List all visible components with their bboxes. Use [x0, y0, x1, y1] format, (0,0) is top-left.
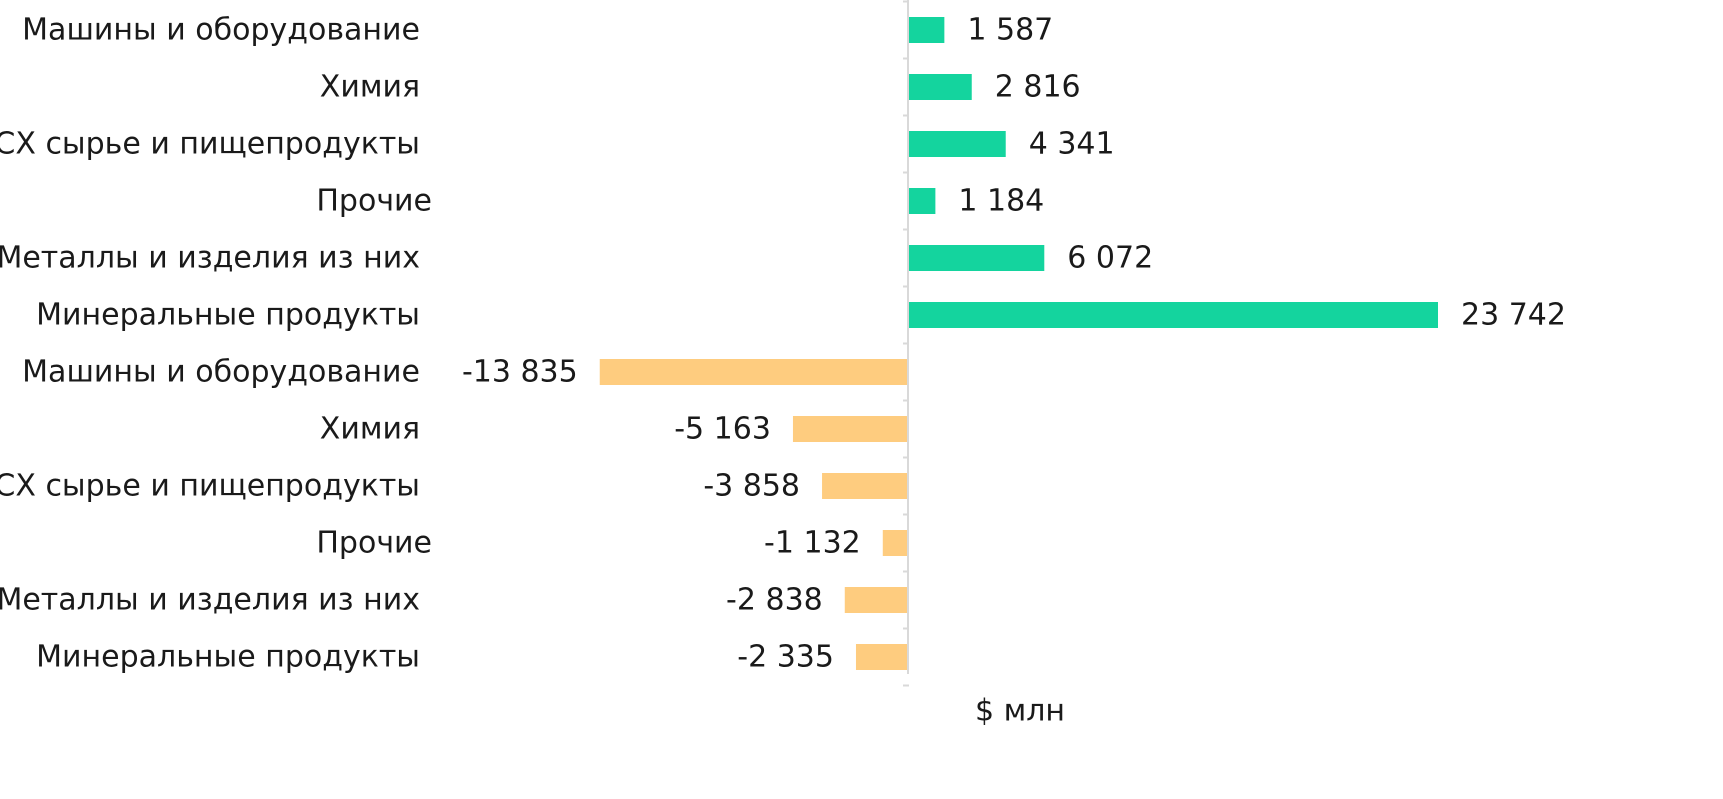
bar-negative — [599, 359, 908, 385]
category-label: Металлы и изделия из них — [0, 241, 420, 276]
category-label: Машины и оборудование — [22, 13, 420, 48]
value-label: -2 838 — [726, 583, 823, 618]
category-label: СХ сырье и пищепродукты — [0, 127, 420, 162]
category-label: Прочие — [316, 526, 432, 561]
category-label: Минеральные продукты — [36, 298, 420, 333]
value-label: -5 163 — [674, 412, 771, 447]
bar-positive — [909, 188, 936, 214]
value-label: 1 587 — [967, 13, 1053, 48]
bar-positive — [909, 131, 1006, 157]
bar-negative — [855, 644, 908, 670]
value-label: 6 072 — [1067, 241, 1153, 276]
category-labels: Машины и оборудование Химия СХ сырье и пищ… — [0, 13, 432, 675]
bar-negative — [844, 587, 908, 613]
bar-negative — [882, 530, 908, 556]
bar-positive — [909, 74, 972, 100]
value-label: -3 858 — [703, 469, 800, 504]
value-label: -2 335 — [737, 640, 834, 675]
category-label: Прочие — [316, 184, 432, 219]
category-label: Химия — [320, 70, 420, 105]
value-labels: 1 587 2 816 4 341 1 184 6 072 23 742 -13 835 -5… — [462, 13, 1566, 675]
category-label: Машины и оборудование — [22, 355, 420, 390]
category-label: Минеральные продукты — [36, 640, 420, 675]
value-label: 2 816 — [995, 70, 1081, 105]
category-label: Химия — [320, 412, 420, 447]
bar-positive — [909, 17, 945, 43]
value-label: 4 341 — [1029, 127, 1115, 162]
category-label: СХ сырье и пищепродукты — [0, 469, 420, 504]
value-label: -13 835 — [462, 355, 578, 390]
bar-negative — [822, 473, 908, 499]
bars-group — [599, 17, 1438, 670]
x-axis-unit-label: $ млн — [975, 694, 1065, 729]
category-label: Металлы и изделия из них — [0, 583, 420, 618]
zero-axis — [903, 0, 909, 687]
value-label: 23 742 — [1461, 298, 1566, 333]
value-label: -1 132 — [764, 526, 861, 561]
bar-positive — [909, 302, 1438, 328]
bar-positive — [909, 245, 1045, 271]
bar-negative — [792, 416, 908, 442]
value-label: 1 184 — [958, 184, 1044, 219]
